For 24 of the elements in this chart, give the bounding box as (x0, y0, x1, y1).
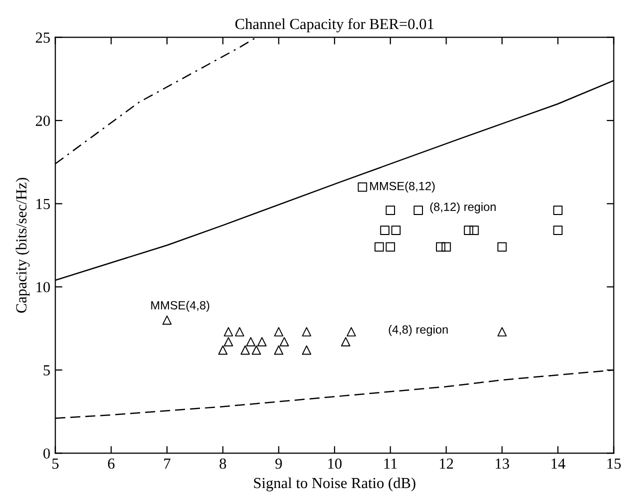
y-tick-label: 5 (44, 365, 50, 376)
x-tick-label: 10 (328, 458, 342, 469)
y-tick-label: 0 (43, 448, 50, 459)
x-tick-label: 11 (384, 458, 397, 469)
x-tick-label: 9 (275, 458, 282, 469)
x-tick-label: 14 (552, 458, 566, 469)
annotation: (8,12) region (430, 202, 496, 214)
x-tick-label: 5 (52, 458, 59, 469)
x-tick-label: 8 (220, 458, 226, 469)
y-tick-label: 10 (36, 282, 50, 292)
y-tick-label: 20 (36, 116, 50, 126)
y-tick-label: 25 (36, 32, 50, 43)
annotation: MMSE(4,8) (151, 300, 210, 312)
chart-title: Channel Capacity for BER=0.01 (235, 18, 434, 32)
x-tick-label: 7 (164, 458, 170, 469)
y-tick-label: 15 (36, 198, 50, 210)
x-axis-title: Signal to Noise Ratio (dB) (254, 477, 416, 492)
annotation: (4,8) region (388, 325, 448, 336)
x-tick-label: 6 (108, 458, 115, 469)
x-tick-label: 15 (607, 458, 621, 469)
y-axis-title: Capacity (bits/sec/Hz) (16, 178, 30, 313)
x-tick-label: 13 (496, 458, 510, 469)
annotation: MMSE(8,12) (370, 182, 435, 193)
x-tick-label: 12 (440, 458, 454, 469)
